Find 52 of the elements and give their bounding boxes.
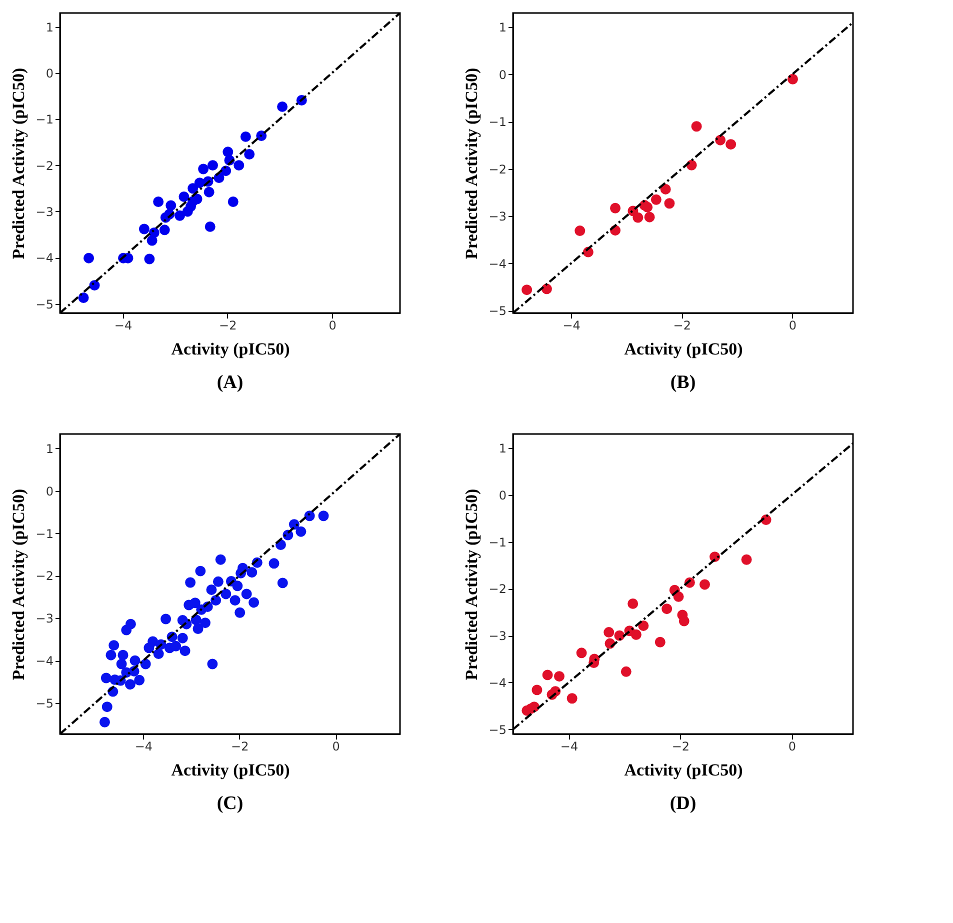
y-tick-label: −1	[488, 115, 506, 130]
y-tick-label: −3	[488, 210, 506, 224]
y-axis-title: Predicted Activity (pIC50)	[8, 488, 28, 680]
text: (A)	[216, 372, 244, 393]
x-axis-title: Activity (pIC50)	[171, 340, 290, 358]
y-tick-label: −1	[36, 526, 54, 541]
y-tick-label: −4	[36, 251, 54, 266]
y-tick-label: −1	[36, 112, 54, 127]
x-tick-label: 0	[328, 318, 336, 332]
y-tick-label: −1	[488, 535, 506, 550]
text: (C)	[216, 793, 244, 814]
y-tick-label: −2	[36, 569, 54, 584]
x-tick-label: −2	[672, 740, 690, 754]
x-tick-label: −4	[114, 318, 132, 332]
y-tick-label: −2	[488, 582, 506, 596]
y-tick-label: −5	[36, 297, 54, 312]
y-tick-label: −4	[36, 654, 54, 668]
y-tick-label: 1	[498, 442, 506, 456]
y-tick-label: 0	[46, 484, 54, 498]
y-tick-label: −4	[488, 676, 506, 690]
y-tick-label: −5	[488, 304, 506, 318]
y-tick-label: −3	[36, 612, 54, 626]
y-tick-label: 1	[46, 20, 54, 34]
text: (B)	[670, 372, 696, 393]
x-tick-label: −2	[219, 318, 237, 332]
x-tick-label: −4	[562, 318, 580, 332]
y-tick-label: 0	[498, 68, 506, 82]
y-tick-label: 0	[46, 66, 54, 80]
x-tick-label: 0	[788, 740, 796, 754]
y-tick-label: −3	[36, 204, 54, 219]
y-tick-label: −4	[488, 256, 506, 271]
y-axis-title: Predicted Activity (pIC50)	[462, 68, 481, 260]
y-axis-title: Predicted Activity (pIC50)	[8, 68, 28, 260]
x-tick-label: 0	[788, 318, 797, 332]
y-tick-label: −2	[488, 162, 506, 176]
x-axis-title: Activity (pIC50)	[171, 760, 290, 780]
x-tick-label: 0	[332, 740, 340, 754]
text: (D)	[670, 793, 696, 814]
x-tick-label: −4	[134, 740, 153, 754]
y-tick-label: −2	[36, 158, 54, 173]
y-tick-label: −5	[36, 696, 54, 711]
x-axis-title: Activity (pIC50)	[624, 760, 743, 780]
x-axis-title: Activity (pIC50)	[624, 340, 743, 358]
y-tick-label: 0	[498, 488, 506, 502]
y-tick-label: 1	[498, 20, 506, 35]
x-tick-label: −2	[673, 318, 691, 332]
y-axis-title: Predicted Activity (pIC50)	[462, 488, 481, 680]
y-tick-label: −5	[488, 722, 506, 737]
y-tick-label: 1	[46, 442, 54, 456]
x-tick-label: −2	[231, 740, 249, 754]
x-tick-label: −4	[560, 740, 578, 754]
y-tick-label: −3	[488, 629, 506, 644]
